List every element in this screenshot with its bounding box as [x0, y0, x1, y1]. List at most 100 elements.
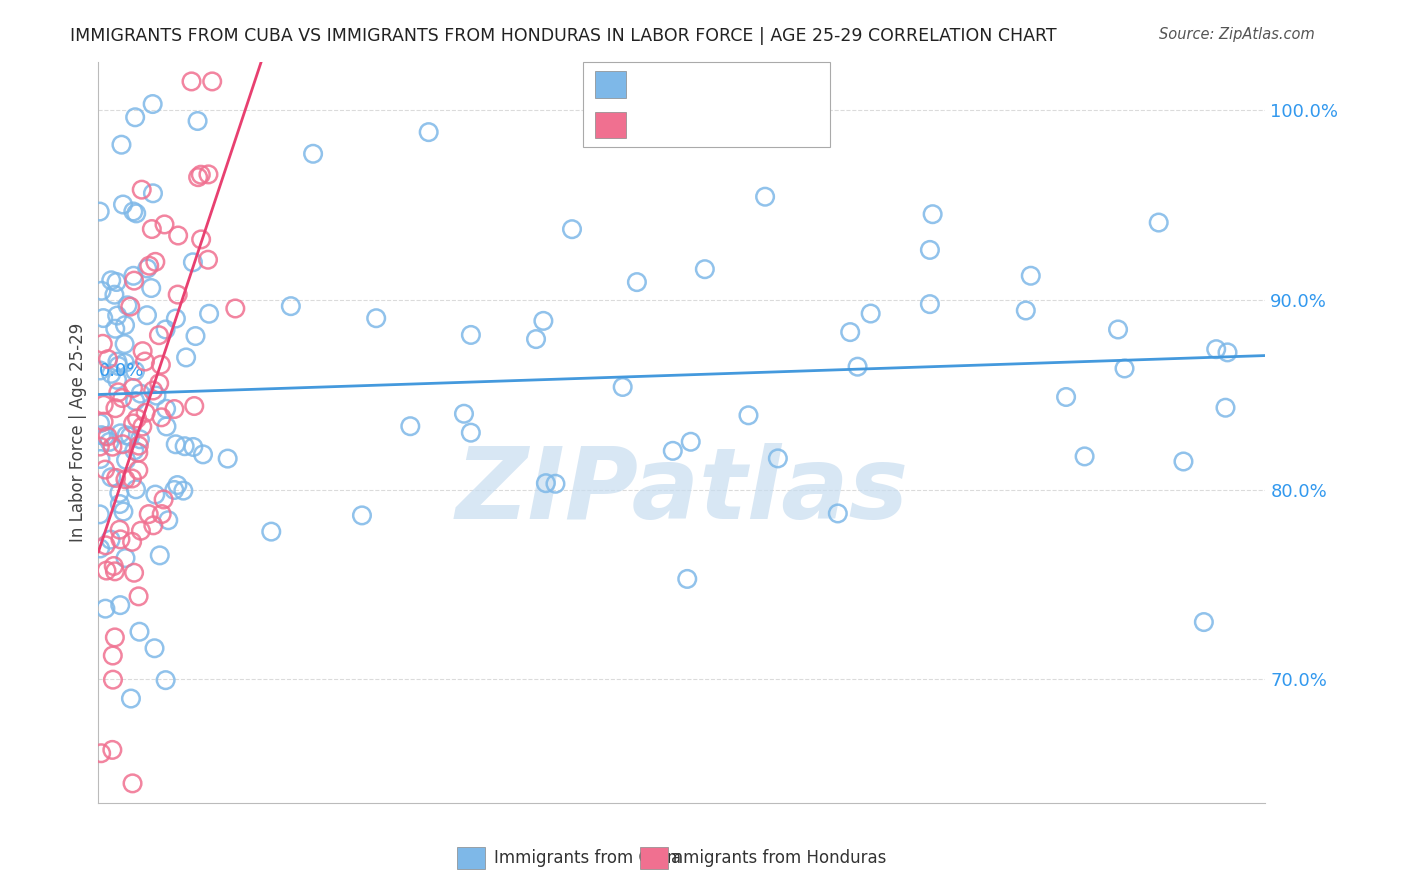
Point	[148, 376, 170, 391]
Point	[174, 351, 197, 365]
Point	[460, 327, 482, 342]
Point	[115, 453, 138, 467]
Point	[142, 384, 165, 398]
Point	[163, 483, 186, 497]
Text: 0.0%: 0.0%	[98, 362, 143, 380]
Point	[124, 394, 146, 409]
Point	[105, 309, 128, 323]
Point	[93, 415, 115, 429]
Point	[114, 551, 136, 566]
Point	[91, 336, 114, 351]
Point	[662, 443, 685, 458]
Point	[737, 409, 759, 423]
Point	[89, 363, 111, 377]
Point	[184, 329, 207, 343]
Point	[104, 401, 127, 416]
Point	[148, 328, 170, 343]
Point	[100, 533, 122, 547]
Point	[693, 262, 716, 277]
Point	[127, 463, 149, 477]
Point	[1173, 454, 1195, 468]
Point	[104, 565, 127, 579]
Point	[125, 411, 148, 425]
Point	[121, 534, 143, 549]
Point	[108, 523, 131, 537]
Point	[190, 168, 212, 182]
Point	[181, 440, 204, 454]
Point	[1205, 342, 1227, 356]
Point	[105, 275, 128, 289]
Point	[399, 419, 422, 434]
Point	[131, 183, 153, 197]
Point	[155, 419, 177, 434]
Point	[155, 673, 177, 687]
Point	[676, 572, 699, 586]
Point	[105, 471, 128, 485]
Point	[101, 440, 124, 454]
Point	[165, 311, 187, 326]
Point	[103, 559, 125, 574]
Point	[187, 170, 209, 185]
Point	[112, 504, 135, 518]
Point	[89, 452, 111, 467]
Point	[531, 314, 554, 328]
Point	[302, 146, 325, 161]
Point	[111, 391, 134, 405]
Point	[94, 462, 117, 476]
Point	[104, 631, 127, 645]
Point	[153, 218, 176, 232]
Point	[128, 624, 150, 639]
Text: IMMIGRANTS FROM CUBA VS IMMIGRANTS FROM HONDURAS IN LABOR FORCE | AGE 25-29 CORR: IMMIGRANTS FROM CUBA VS IMMIGRANTS FROM …	[70, 27, 1057, 45]
Point	[100, 367, 122, 381]
Point	[100, 470, 122, 484]
Point	[418, 125, 440, 139]
Point	[1073, 450, 1095, 464]
Point	[155, 401, 177, 416]
Point	[260, 524, 283, 539]
Point	[918, 297, 941, 311]
Point	[846, 359, 869, 374]
Point	[110, 426, 132, 441]
Point	[142, 97, 165, 112]
Point	[108, 486, 131, 500]
Point	[181, 255, 204, 269]
Text: ZIPatlas: ZIPatlas	[456, 443, 908, 541]
Point	[101, 648, 124, 663]
Point	[155, 322, 177, 336]
Point	[754, 190, 776, 204]
Point	[172, 483, 194, 498]
Point	[90, 746, 112, 760]
Point	[453, 407, 475, 421]
Point	[921, 207, 943, 221]
Point	[166, 287, 188, 301]
Point	[134, 354, 156, 368]
Point	[1054, 390, 1077, 404]
Point	[217, 451, 239, 466]
Point	[114, 318, 136, 333]
Point	[100, 273, 122, 287]
Point	[124, 364, 146, 378]
Point	[1215, 401, 1237, 415]
Point	[120, 429, 142, 443]
Point	[143, 255, 166, 269]
Point	[183, 399, 205, 413]
Point	[98, 434, 121, 449]
Point	[141, 222, 163, 236]
Point	[180, 74, 202, 88]
Text: Source: ZipAtlas.com: Source: ZipAtlas.com	[1159, 27, 1315, 42]
Point	[114, 356, 136, 370]
Point	[142, 186, 165, 201]
Point	[120, 300, 142, 314]
Point	[827, 507, 849, 521]
Point	[135, 406, 157, 420]
Point	[1019, 268, 1042, 283]
Point	[1147, 216, 1170, 230]
Point	[1216, 345, 1239, 359]
Point	[198, 307, 221, 321]
Point	[125, 483, 148, 497]
Point	[110, 533, 132, 547]
Text: R = 0.508   N = 69: R = 0.508 N = 69	[637, 116, 801, 134]
Point	[1114, 361, 1136, 376]
Point	[1192, 615, 1215, 629]
Point	[224, 301, 246, 316]
